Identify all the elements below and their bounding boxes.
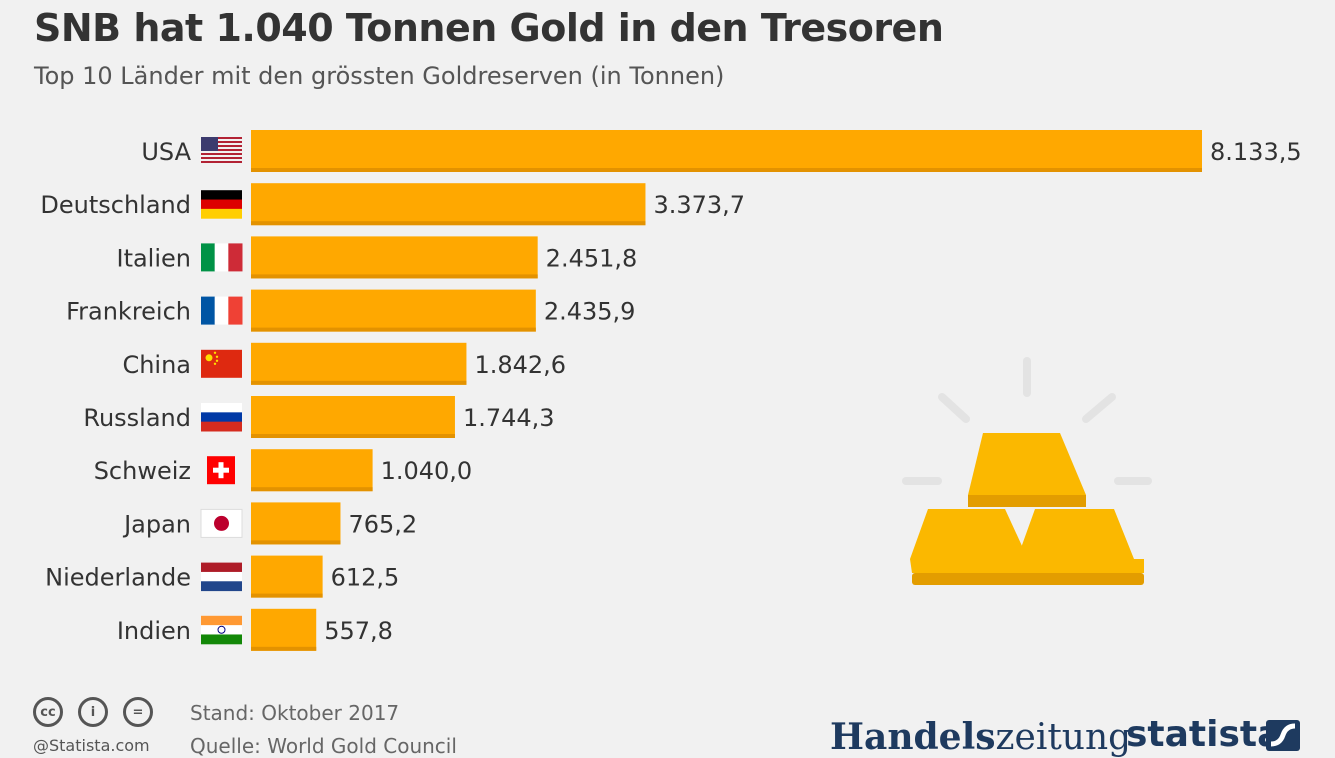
china-flag (201, 349, 242, 378)
flag-band (201, 208, 242, 219)
flag-band (201, 625, 242, 635)
flag-star (205, 354, 213, 362)
flag-star (213, 351, 217, 354)
japan-flag (200, 508, 243, 538)
usa-flag-stripe (201, 149, 242, 151)
switzerland-flag (207, 456, 235, 485)
flag-cross (213, 467, 229, 473)
category-label: Japan (122, 510, 191, 538)
usa-flag-stripe (201, 157, 242, 159)
value-label: 8.133,5 (1210, 138, 1302, 166)
bar (251, 289, 536, 332)
category-label: Deutschland (40, 191, 191, 219)
bar (251, 183, 646, 226)
flag-band (201, 403, 242, 413)
usa-flag (201, 137, 242, 163)
value-label: 765,2 (348, 510, 417, 538)
bar-edge (251, 327, 536, 332)
category-label: Russland (83, 404, 191, 432)
chart-subtitle: Top 10 Länder mit den grössten Goldreser… (34, 62, 725, 90)
flag-band (201, 571, 242, 582)
flag-band (228, 296, 243, 325)
value-label: 1.842,6 (474, 351, 566, 379)
usa-flag-canton (201, 137, 218, 151)
flag-band (201, 562, 242, 573)
flag-band (201, 296, 216, 325)
bar-edge (251, 593, 323, 598)
usa-flag-stripe (201, 141, 242, 143)
bar-edge (251, 274, 538, 279)
bar-edge (251, 434, 455, 438)
value-label: 2.435,9 (544, 298, 636, 326)
category-label: Frankreich (66, 298, 191, 326)
category-label: Schweiz (94, 457, 191, 485)
flag-band (201, 421, 242, 432)
flag-band (214, 243, 229, 272)
chart-title: SNB hat 1.040 Tonnen Gold in den Tresore… (34, 6, 944, 50)
bar-edge (251, 540, 341, 545)
attribution-icon: i (78, 697, 108, 727)
flag-band (201, 190, 242, 201)
flag-field (201, 349, 242, 378)
flag-sun (214, 515, 229, 531)
usa-flag-stripe (201, 161, 242, 163)
netherlands-flag (201, 562, 242, 592)
flag-band (201, 199, 242, 210)
value-label: 3.373,7 (653, 191, 745, 219)
flag-band (201, 581, 242, 592)
usa-flag-stripe (201, 145, 242, 147)
value-label: 557,8 (324, 617, 393, 645)
flag-band (214, 296, 229, 325)
usa-flag-stripe (201, 153, 242, 155)
russia-flag (201, 403, 242, 432)
data-source: Quelle: World Gold Council (190, 734, 457, 758)
flag-band (201, 615, 242, 626)
flag-band (228, 243, 243, 272)
statista-logo-icon (1266, 720, 1300, 751)
cc-license-icon: cc (33, 697, 63, 727)
bar (251, 555, 323, 598)
flag-band (201, 634, 242, 645)
india-flag (201, 615, 242, 645)
flag-chakra (217, 625, 226, 634)
gold-bars-icon (902, 357, 1152, 585)
france-flag (201, 296, 243, 325)
category-label: Niederlande (45, 564, 191, 592)
value-label: 612,5 (331, 564, 400, 592)
data-date: Stand: Oktober 2017 (190, 701, 400, 725)
no-derivatives-icon: = (123, 697, 153, 727)
statista-credit: @Statista.com (33, 736, 150, 755)
italy-flag (201, 243, 243, 272)
value-label: 1.040,0 (381, 457, 473, 485)
flag-star (215, 359, 219, 362)
bar-edge (251, 221, 646, 226)
flag-band (201, 412, 242, 423)
category-label: Indien (117, 617, 191, 645)
statista-logo[interactable]: statista (1126, 714, 1282, 755)
value-label: 2.451,8 (546, 244, 638, 272)
category-label: China (122, 351, 191, 379)
category-label: USA (141, 138, 191, 166)
handelszeitung-logo[interactable]: Handelszeitung (830, 716, 1132, 758)
category-label: Italien (116, 244, 191, 272)
value-label: 1.744,3 (463, 404, 555, 432)
germany-flag (201, 190, 242, 219)
bar (251, 130, 1202, 172)
flag-star (215, 355, 219, 358)
bar (251, 342, 467, 385)
bar (251, 449, 373, 492)
bar-edge (251, 646, 317, 651)
usa-flag-stripe (201, 137, 242, 139)
bar (251, 608, 317, 651)
flag-star (213, 362, 217, 365)
bar-edge (251, 487, 373, 492)
bar (251, 396, 455, 438)
bar (251, 236, 538, 279)
bar-edge (251, 168, 1202, 172)
flag-band (201, 243, 216, 272)
bar-edge (251, 380, 467, 385)
bar (251, 502, 341, 545)
